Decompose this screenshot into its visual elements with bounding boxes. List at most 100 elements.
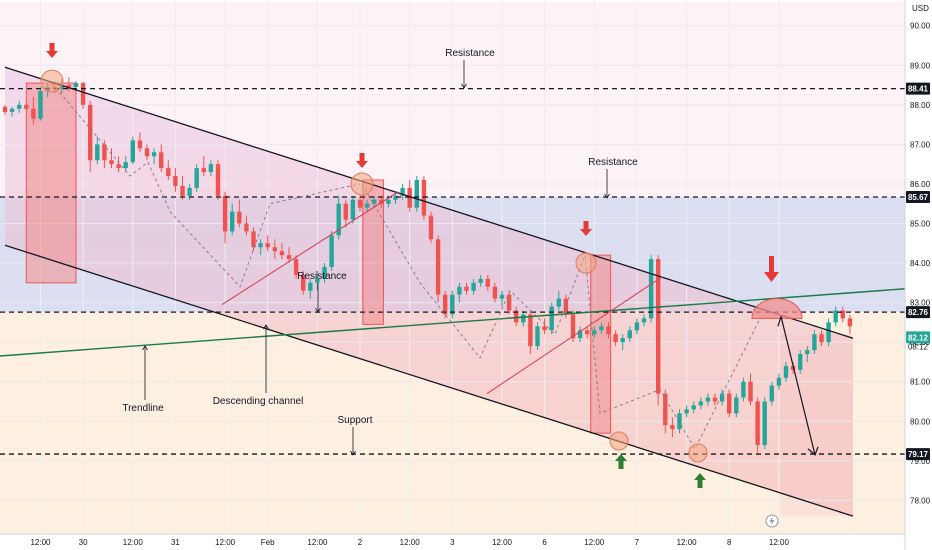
candle-body-109[interactable] (776, 377, 782, 386)
candle-body-10[interactable] (73, 83, 79, 88)
candle-body-67[interactable] (478, 278, 483, 283)
candle-body-92[interactable] (656, 259, 661, 394)
candle-body-60[interactable] (428, 215, 434, 240)
candle-body-44[interactable] (315, 278, 320, 283)
candle-body-30[interactable] (215, 164, 221, 196)
candle-body-81[interactable] (577, 330, 583, 339)
candle-body-50[interactable] (357, 199, 363, 208)
candle-body-87[interactable] (620, 338, 625, 343)
candle-body-90[interactable] (641, 318, 647, 323)
candle-body-59[interactable] (421, 179, 427, 216)
candle-body-4[interactable] (31, 108, 36, 119)
candle-body-118[interactable] (840, 310, 845, 319)
candle-body-16[interactable] (116, 164, 121, 169)
candle-body-17[interactable] (123, 162, 128, 169)
candle-body-96[interactable] (684, 409, 689, 414)
candle-body-11[interactable] (80, 83, 86, 105)
candle-body-64[interactable] (457, 286, 462, 295)
candle-body-117[interactable] (833, 310, 838, 323)
candle-body-61[interactable] (435, 239, 441, 295)
candle-body-77[interactable] (549, 306, 554, 331)
candle-body-85[interactable] (606, 326, 611, 335)
candle-body-110[interactable] (783, 365, 789, 378)
candle-body-82[interactable] (585, 330, 590, 335)
candle-body-66[interactable] (471, 282, 476, 291)
candle-body-3[interactable] (24, 104, 29, 109)
candle-body-31[interactable] (222, 195, 228, 232)
candle-body-100[interactable] (712, 397, 718, 402)
candle-body-113[interactable] (805, 350, 810, 355)
candle-body-54[interactable] (386, 199, 391, 204)
candle-body-68[interactable] (485, 278, 490, 287)
candle-body-115[interactable] (819, 334, 824, 343)
candle-body-103[interactable] (734, 397, 739, 414)
candle-body-74[interactable] (528, 314, 533, 347)
candle-body-41[interactable] (293, 259, 299, 275)
candle-body-97[interactable] (691, 405, 696, 410)
candle-body-102[interactable] (727, 393, 732, 414)
candle-body-104[interactable] (741, 381, 746, 398)
candle-body-80[interactable] (570, 314, 576, 339)
candle-body-35[interactable] (251, 231, 256, 248)
candle-body-47[interactable] (336, 203, 341, 236)
candle-body-88[interactable] (627, 330, 632, 339)
candle-body-112[interactable] (798, 354, 803, 370)
candle-body-37[interactable] (265, 243, 270, 248)
candle-body-51[interactable] (364, 203, 370, 208)
candle-body-43[interactable] (308, 282, 313, 291)
candle-body-26[interactable] (187, 187, 192, 196)
candle-body-27[interactable] (194, 168, 199, 188)
candle-body-69[interactable] (492, 286, 498, 299)
candle-body-73[interactable] (521, 314, 526, 323)
candle-body-63[interactable] (450, 294, 455, 315)
candle-body-78[interactable] (556, 298, 561, 307)
candle-body-83[interactable] (592, 330, 597, 335)
candle-body-58[interactable] (414, 179, 419, 208)
candle-body-98[interactable] (698, 401, 703, 406)
candle-body-108[interactable] (769, 385, 774, 402)
candle-body-1[interactable] (9, 108, 15, 112)
candle-body-116[interactable] (826, 322, 831, 343)
candle-body-49[interactable] (350, 199, 356, 220)
candle-body-101[interactable] (719, 393, 725, 402)
candle-body-48[interactable] (343, 203, 348, 220)
candle-body-32[interactable] (230, 211, 235, 232)
candle-body-52[interactable] (372, 199, 377, 204)
candle-body-91[interactable] (648, 259, 654, 319)
candle-body-45[interactable] (322, 267, 327, 279)
candle-body-22[interactable] (159, 152, 164, 169)
candle-body-25[interactable] (180, 185, 185, 196)
candle-body-86[interactable] (613, 334, 618, 343)
candle-body-39[interactable] (279, 251, 285, 256)
candle-body-2[interactable] (17, 104, 22, 109)
candle-body-28[interactable] (201, 168, 206, 173)
candle-body-71[interactable] (506, 294, 512, 311)
candle-body-20[interactable] (144, 148, 150, 157)
candle-body-23[interactable] (166, 168, 171, 177)
candle-body-94[interactable] (670, 425, 675, 430)
candle-body-0[interactable] (2, 106, 8, 112)
candle-body-89[interactable] (634, 322, 640, 331)
candle-body-76[interactable] (542, 326, 547, 331)
candle-body-105[interactable] (748, 381, 753, 402)
candle-body-72[interactable] (514, 310, 519, 323)
candle-body-53[interactable] (379, 199, 384, 204)
candle-body-106[interactable] (755, 401, 760, 445)
candle-body-21[interactable] (151, 152, 157, 157)
candle-body-13[interactable] (95, 144, 100, 161)
candle-body-33[interactable] (237, 211, 242, 224)
candle-body-40[interactable] (286, 255, 292, 260)
candle-body-95[interactable] (677, 413, 682, 430)
candle-body-70[interactable] (499, 294, 505, 299)
candle-body-29[interactable] (208, 164, 214, 173)
candle-body-93[interactable] (663, 393, 668, 426)
candle-body-38[interactable] (272, 247, 277, 252)
candle-body-55[interactable] (393, 195, 398, 200)
candle-body-14[interactable] (102, 144, 107, 161)
candle-body-15[interactable] (109, 160, 114, 165)
candle-body-119[interactable] (847, 318, 853, 327)
candle-body-19[interactable] (137, 140, 143, 149)
candle-body-18[interactable] (130, 140, 135, 163)
candle-body-34[interactable] (244, 223, 249, 232)
